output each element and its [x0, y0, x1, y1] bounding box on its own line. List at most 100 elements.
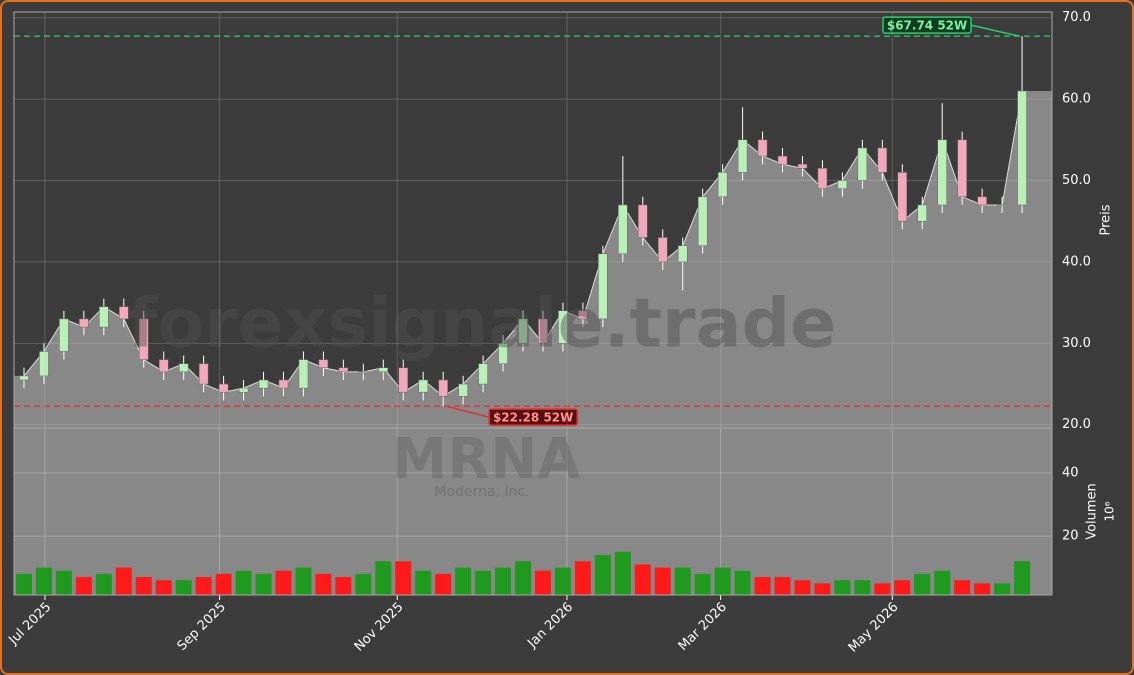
- volume-bar: [794, 580, 811, 595]
- volume-bar: [315, 573, 332, 595]
- x-tick-label: Jul 2025: [6, 600, 55, 649]
- low_52w-label: $22.28 52W: [493, 411, 573, 425]
- price-area: [14, 90, 1052, 428]
- y-tick-label: 50.0: [1062, 173, 1091, 188]
- volume-bar: [15, 573, 32, 595]
- volume-bar: [874, 583, 891, 595]
- y-axis-label: Volumen: [1085, 483, 1100, 540]
- candle-body: [697, 196, 708, 246]
- y-axis-label: Preis: [1099, 204, 1114, 235]
- candle-body: [438, 379, 448, 397]
- volume-bar: [215, 573, 232, 595]
- volume-bar: [974, 583, 991, 595]
- candle-body: [997, 204, 1007, 207]
- candle-body: [498, 343, 508, 364]
- candle-body: [39, 351, 49, 377]
- x-tick-label: Mar 2026: [676, 600, 730, 654]
- plot-background: [14, 428, 1052, 595]
- volume-bar: [834, 580, 851, 595]
- candle-body: [19, 375, 29, 381]
- candle-body: [139, 318, 149, 360]
- candle-body: [298, 359, 309, 389]
- volume-bar: [515, 561, 532, 595]
- volume-bar: [55, 570, 72, 595]
- volume-bar: [614, 551, 631, 595]
- x-tick-label: May 2026: [846, 600, 902, 656]
- volume-bar: [774, 577, 791, 595]
- watermark-name: Moderna, Inc.: [434, 484, 529, 500]
- volume-bar: [35, 567, 52, 595]
- y-tick-label: 20.0: [1062, 417, 1091, 432]
- volume-bar: [814, 583, 831, 595]
- candle-body: [797, 163, 808, 169]
- high_52w-box: [882, 16, 972, 34]
- y-tick-label: 60.0: [1062, 92, 1091, 107]
- candle-body: [658, 237, 668, 263]
- high_52w-arrow: [970, 24, 1020, 37]
- volume-bar: [435, 573, 452, 595]
- watermark-ticker: MRNA: [391, 427, 581, 492]
- volume-bar: [694, 573, 711, 595]
- volume-bar: [994, 583, 1011, 595]
- volume-bar: [375, 561, 392, 595]
- volume-bar: [195, 577, 212, 595]
- volume-bar: [1014, 561, 1031, 595]
- candle-body: [598, 253, 608, 320]
- candle-body: [278, 379, 289, 389]
- y-axis-unit: 10⁶: [1103, 501, 1117, 521]
- candle-body: [737, 139, 748, 173]
- volume-bar: [894, 580, 911, 595]
- x-tick-label: Sep 2025: [175, 600, 229, 654]
- candle-body: [358, 371, 369, 374]
- candle-body: [937, 139, 947, 206]
- volume-bar: [634, 564, 651, 595]
- candle-body: [538, 318, 548, 344]
- candle-body: [897, 172, 908, 222]
- candle-body: [398, 367, 408, 393]
- y-tick-label: 40: [1062, 466, 1079, 481]
- volume-bar: [415, 570, 432, 595]
- candle-body: [877, 147, 888, 173]
- y-tick-label: 30.0: [1062, 336, 1091, 351]
- candle-body: [957, 139, 967, 198]
- candle-body: [518, 318, 528, 344]
- candle-body: [977, 196, 987, 206]
- volume-bar: [734, 570, 751, 595]
- candle-body: [338, 367, 349, 373]
- candle-body: [378, 367, 389, 373]
- candle-body: [558, 310, 568, 344]
- candle-body: [418, 379, 428, 393]
- y-tick-label: 70.0: [1062, 10, 1091, 25]
- volume-bar: [594, 554, 611, 595]
- candle-body: [757, 139, 768, 157]
- x-tick-label: Jan 2026: [524, 600, 576, 652]
- volume-bar: [674, 567, 691, 595]
- volume-bar: [355, 573, 372, 595]
- volume-bar: [95, 573, 112, 595]
- candle-body: [198, 363, 209, 385]
- candle-body: [857, 147, 868, 181]
- volume-bar: [455, 567, 472, 595]
- volume-bar: [135, 577, 152, 595]
- candle-body: [777, 155, 788, 165]
- candle-body: [917, 204, 927, 222]
- low_52w-arrow: [445, 405, 490, 418]
- volume-bar: [954, 580, 971, 595]
- candle-body: [318, 359, 329, 369]
- volume-bar: [754, 577, 771, 595]
- candle-body: [218, 383, 229, 393]
- volume-bar: [175, 580, 192, 595]
- volume-bar: [275, 570, 292, 595]
- volume-bar: [335, 577, 352, 595]
- watermark: forexsignale.trade: [128, 285, 837, 364]
- volume-bar: [554, 567, 571, 595]
- candle-body: [837, 180, 848, 189]
- low_52w-box: [488, 408, 578, 426]
- candle-body: [458, 383, 468, 397]
- y-tick-label: 20: [1062, 529, 1079, 544]
- volume-bar: [934, 570, 951, 595]
- candle-body: [258, 379, 269, 389]
- candle-body: [158, 359, 169, 373]
- candle-body: [1017, 90, 1027, 206]
